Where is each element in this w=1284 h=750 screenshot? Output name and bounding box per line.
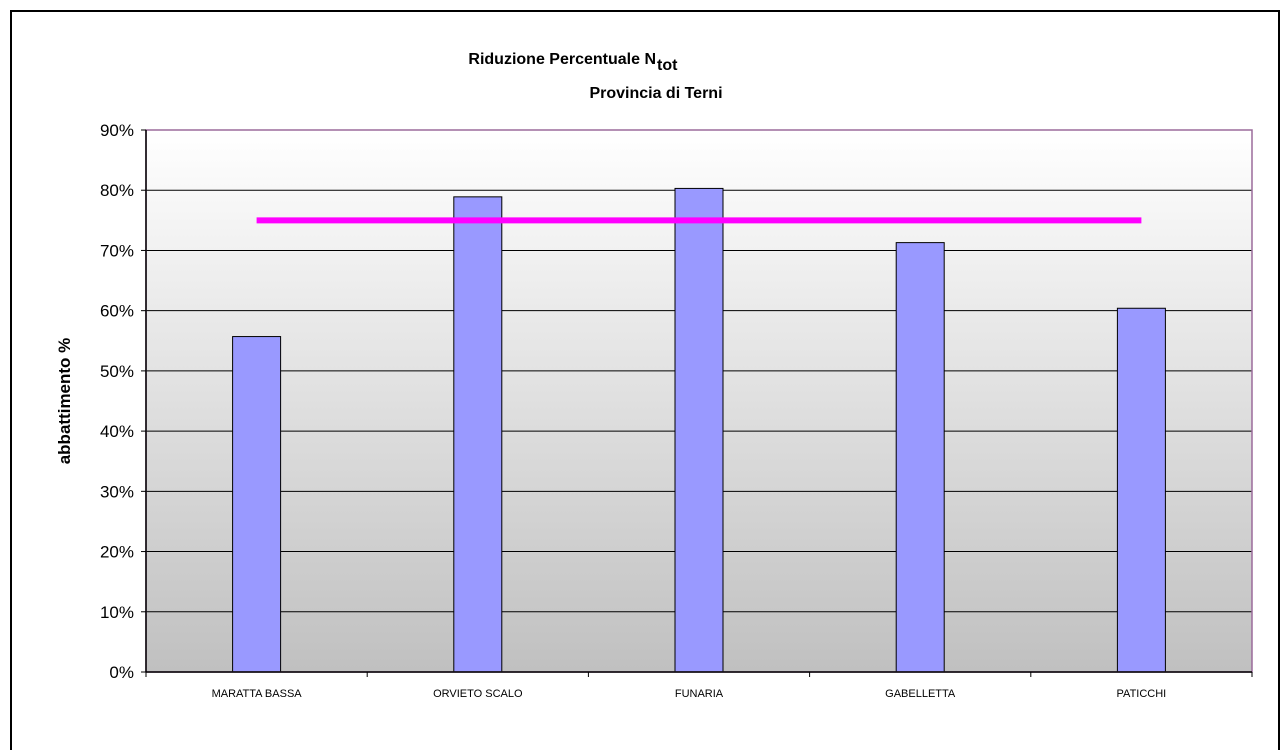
bars <box>232 187 1166 673</box>
y-tick-label: 90% <box>100 121 134 140</box>
y-tick-label: 10% <box>100 603 134 622</box>
chart-subtitle: Provincia di Terni <box>589 85 722 102</box>
chart: Riduzione Percentuale N tot Provincia di… <box>55 51 1253 700</box>
y-tick-label: 20% <box>100 543 134 562</box>
y-tick-label: 50% <box>100 362 134 381</box>
x-tick-label: MARATTA BASSA <box>212 688 303 700</box>
bar <box>453 196 503 673</box>
bar <box>895 242 945 673</box>
x-tick-label: FUNARIA <box>675 688 724 700</box>
chart-title: Riduzione Percentuale N <box>468 51 656 68</box>
y-tick-label: 60% <box>100 302 134 321</box>
chart-title-subscript: tot <box>657 57 678 74</box>
y-axis-label: abbattimento % <box>55 338 74 465</box>
x-tick-labels: MARATTA BASSA ORVIETO SCALO FUNARIA GABELLE… <box>212 688 1167 700</box>
y-tick-label: 0% <box>109 663 134 682</box>
bar <box>232 336 282 673</box>
axes <box>141 129 1253 677</box>
bar <box>674 187 724 673</box>
y-tick-label: 40% <box>100 422 134 441</box>
y-tick-label: 80% <box>100 181 134 200</box>
y-tick-label: 70% <box>100 241 134 260</box>
bar <box>1116 307 1166 673</box>
y-tick-label: 30% <box>100 482 134 501</box>
chart-frame <box>10 10 1280 750</box>
x-tick-label: GABELLETTA <box>885 688 956 700</box>
x-tick-label: ORVIETO SCALO <box>433 688 523 700</box>
y-tick-labels: 0% 10% 20% 30% 40% 50% 60% 70% 80% 90% <box>100 121 134 682</box>
x-tick-label: PATICCHI <box>1117 688 1167 700</box>
